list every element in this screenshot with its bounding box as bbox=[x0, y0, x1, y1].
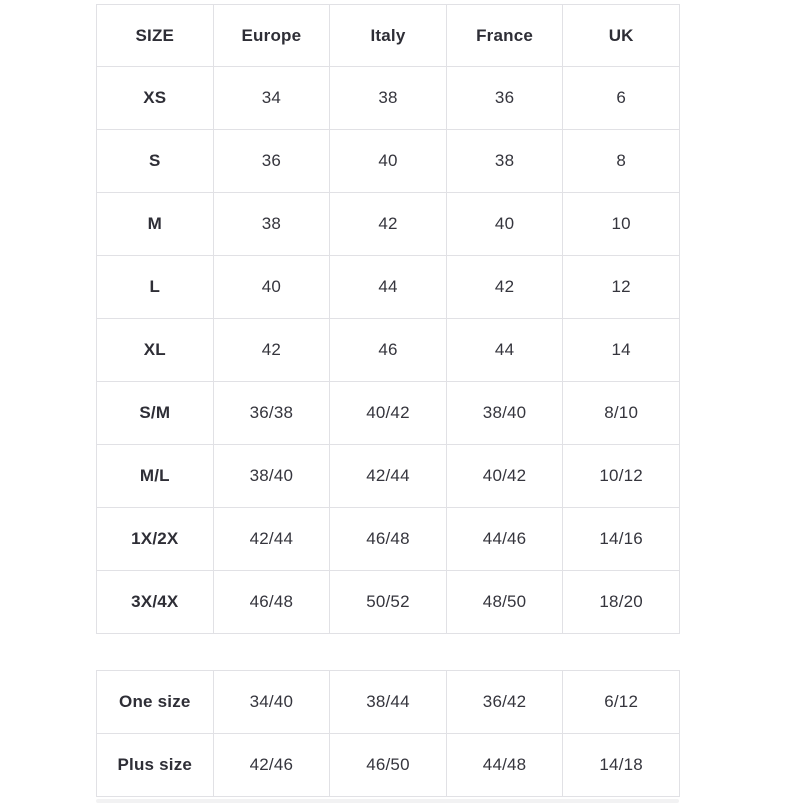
size-label-cell: M/L bbox=[96, 444, 214, 508]
table-gap bbox=[96, 634, 679, 670]
size-label-cell: M bbox=[96, 192, 214, 256]
value-cell-italy: 38 bbox=[329, 66, 447, 130]
table-row-xl: XL 42 46 44 14 bbox=[96, 318, 680, 382]
table-row-l: L 40 44 42 12 bbox=[96, 255, 680, 319]
value-cell-europe: 36 bbox=[212, 129, 331, 193]
value-cell-france: 36 bbox=[445, 66, 564, 130]
value-cell-france: 38 bbox=[445, 129, 564, 193]
value-cell-italy: 50/52 bbox=[329, 570, 447, 634]
size-label-cell: XL bbox=[96, 318, 214, 382]
value-cell-france: 40 bbox=[445, 192, 564, 256]
value-cell-italy: 46 bbox=[329, 318, 447, 382]
table-row-1x-2x: 1X/2X 42/44 46/48 44/46 14/16 bbox=[96, 507, 680, 571]
table-row-3x-4x: 3X/4X 46/48 50/52 48/50 18/20 bbox=[96, 570, 680, 634]
value-cell-uk: 18/20 bbox=[562, 570, 680, 634]
value-cell-italy: 46/48 bbox=[329, 507, 447, 571]
value-cell-uk: 6 bbox=[562, 66, 680, 130]
value-cell-france: 40/42 bbox=[445, 444, 564, 508]
value-cell-italy: 38/44 bbox=[329, 670, 447, 734]
value-cell-france: 44/48 bbox=[445, 733, 564, 797]
table-row-one-size: One size 34/40 38/44 36/42 6/12 bbox=[96, 670, 680, 734]
size-label-cell: L bbox=[96, 255, 214, 319]
column-header-size: SIZE bbox=[96, 4, 214, 67]
value-cell-france: 42 bbox=[445, 255, 564, 319]
value-cell-uk: 10/12 bbox=[562, 444, 680, 508]
value-cell-uk: 8/10 bbox=[562, 381, 680, 445]
value-cell-europe: 38/40 bbox=[212, 444, 331, 508]
special-sizes-table: One size 34/40 38/44 36/42 6/12 Plus siz… bbox=[96, 670, 680, 797]
value-cell-uk: 10 bbox=[562, 192, 680, 256]
value-cell-europe: 42/44 bbox=[212, 507, 331, 571]
value-cell-france: 36/42 bbox=[445, 670, 564, 734]
table-row-m-l: M/L 38/40 42/44 40/42 10/12 bbox=[96, 444, 680, 508]
table-header-row: SIZE Europe Italy France UK bbox=[96, 4, 680, 67]
value-cell-france: 38/40 bbox=[445, 381, 564, 445]
value-cell-france: 44 bbox=[445, 318, 564, 382]
value-cell-uk: 14/16 bbox=[562, 507, 680, 571]
column-header-europe: Europe bbox=[212, 4, 331, 67]
value-cell-italy: 40 bbox=[329, 129, 447, 193]
table-row-plus-size: Plus size 42/46 46/50 44/48 14/18 bbox=[96, 733, 680, 797]
size-label-cell: Plus size bbox=[96, 733, 214, 797]
value-cell-europe: 34/40 bbox=[212, 670, 331, 734]
table-row-s: S 36 40 38 8 bbox=[96, 129, 680, 193]
size-label-cell: 1X/2X bbox=[96, 507, 214, 571]
column-header-italy: Italy bbox=[329, 4, 447, 67]
table-row-m: M 38 42 40 10 bbox=[96, 192, 680, 256]
value-cell-europe: 40 bbox=[212, 255, 331, 319]
size-label-cell: XS bbox=[96, 66, 214, 130]
value-cell-uk: 12 bbox=[562, 255, 680, 319]
value-cell-europe: 36/38 bbox=[212, 381, 331, 445]
value-cell-europe: 34 bbox=[212, 66, 331, 130]
value-cell-europe: 38 bbox=[212, 192, 331, 256]
size-chart-container: SIZE Europe Italy France UK XS 34 38 36 … bbox=[96, 4, 680, 803]
size-label-cell: S/M bbox=[96, 381, 214, 445]
value-cell-france: 48/50 bbox=[445, 570, 564, 634]
value-cell-italy: 42 bbox=[329, 192, 447, 256]
size-label-cell: One size bbox=[96, 670, 214, 734]
value-cell-europe: 46/48 bbox=[212, 570, 331, 634]
table-row-xs: XS 34 38 36 6 bbox=[96, 66, 680, 130]
value-cell-uk: 8 bbox=[562, 129, 680, 193]
value-cell-italy: 46/50 bbox=[329, 733, 447, 797]
column-header-france: France bbox=[445, 4, 564, 67]
value-cell-italy: 40/42 bbox=[329, 381, 447, 445]
value-cell-uk: 14 bbox=[562, 318, 680, 382]
value-cell-uk: 6/12 bbox=[562, 670, 680, 734]
value-cell-france: 44/46 bbox=[445, 507, 564, 571]
size-conversion-table: SIZE Europe Italy France UK XS 34 38 36 … bbox=[96, 4, 680, 634]
value-cell-europe: 42 bbox=[212, 318, 331, 382]
size-label-cell: S bbox=[96, 129, 214, 193]
table-row-s-m: S/M 36/38 40/42 38/40 8/10 bbox=[96, 381, 680, 445]
value-cell-italy: 42/44 bbox=[329, 444, 447, 508]
size-label-cell: 3X/4X bbox=[96, 570, 214, 634]
value-cell-italy: 44 bbox=[329, 255, 447, 319]
value-cell-europe: 42/46 bbox=[212, 733, 331, 797]
column-header-uk: UK bbox=[562, 4, 680, 67]
value-cell-uk: 14/18 bbox=[562, 733, 680, 797]
